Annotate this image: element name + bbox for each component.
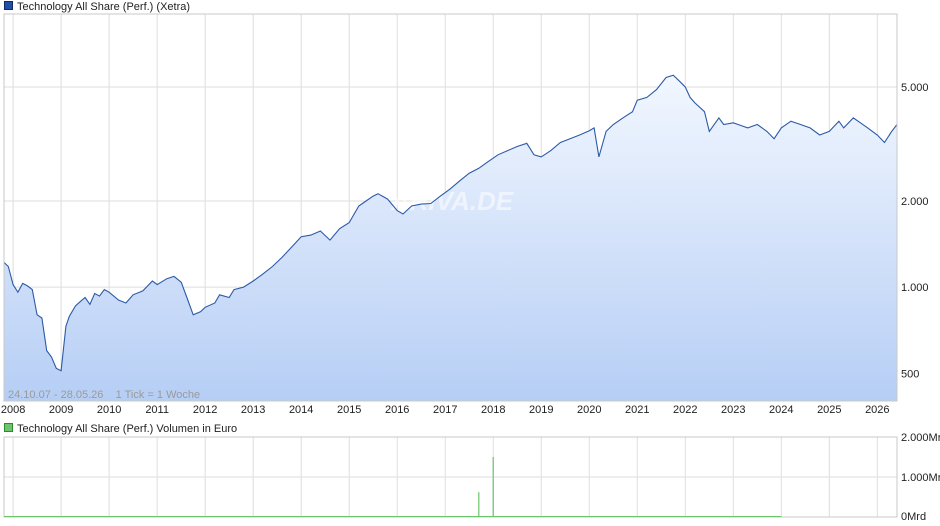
- x-axis-ticks: 2008 2009 2010 2011 2012 2013 2014 2015 2016 2017…: [1, 404, 890, 416]
- x-tick-label: 2019: [529, 404, 553, 416]
- x-tick-label: 2023: [721, 404, 745, 416]
- x-tick-label: 2016: [385, 404, 409, 416]
- x-tick-label: 2015: [337, 404, 361, 416]
- x-tick-label: 2011: [145, 404, 169, 416]
- x-tick-label: 2024: [769, 404, 793, 416]
- volume-bars: [4, 457, 782, 517]
- x-tick-label: 2022: [673, 404, 697, 416]
- volume-bar: [492, 457, 494, 517]
- price-legend-swatch: [4, 1, 13, 10]
- x-tick-label: 2009: [49, 404, 73, 416]
- y-tick-label: 5.000: [901, 82, 929, 94]
- x-tick-label: 2026: [865, 404, 889, 416]
- x-tick-label: 2014: [289, 404, 313, 416]
- y-tick-label: 1.000: [901, 282, 929, 294]
- x-tick-label: 2018: [481, 404, 505, 416]
- y-axis-ticks: 500 1.000 2.000 5.000: [901, 82, 929, 380]
- y-tick-label: 500: [901, 368, 919, 380]
- x-tick-label: 2025: [817, 404, 841, 416]
- volume-legend-swatch: [4, 423, 13, 432]
- x-tick-label: 2020: [577, 404, 601, 416]
- x-tick-label: 2012: [193, 404, 217, 416]
- price-legend: Technology All Share (Perf.) (Xetra): [4, 0, 190, 14]
- watermark: ARIVA.DE: [390, 186, 514, 216]
- x-tick-label: 2017: [433, 404, 457, 416]
- x-tick-label: 2010: [97, 404, 121, 416]
- volume-grid: [4, 436, 897, 518]
- price-legend-label: Technology All Share (Perf.) (Xetra): [17, 1, 191, 13]
- price-plot-border: [3, 13, 898, 402]
- volume-legend: Technology All Share (Perf.) Volumen in …: [4, 422, 237, 436]
- x-tick-label: 2021: [625, 404, 649, 416]
- price-area: [4, 75, 897, 401]
- volume-y-tick-label: 0Mrd: [901, 511, 926, 523]
- y-tick-label: 2.000: [901, 196, 929, 208]
- date-range-info: 24.10.07 - 28.05.26 1 Tick = 1 Woche: [8, 389, 200, 401]
- x-tick-label: 2013: [241, 404, 265, 416]
- price-line: [3, 74, 898, 372]
- volume-legend-label: Technology All Share (Perf.) Volumen in …: [17, 423, 238, 435]
- volume-bar: [478, 492, 480, 517]
- x-tick-label: 2008: [1, 404, 25, 416]
